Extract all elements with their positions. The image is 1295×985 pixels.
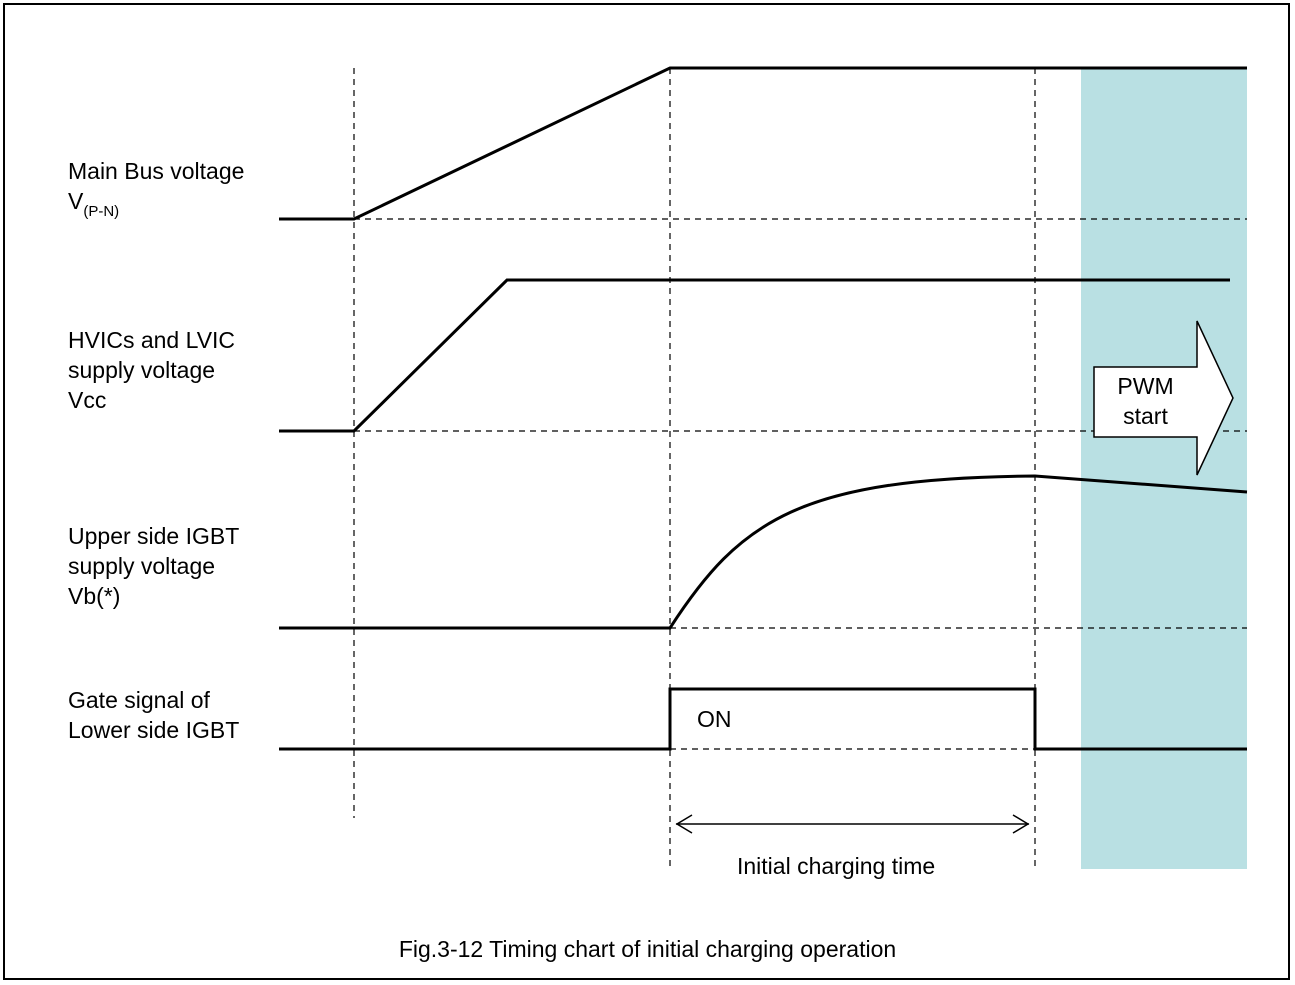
label-vb: Upper side IGBT supply voltage Vb(*) xyxy=(68,523,240,609)
waveform-main-bus-voltage xyxy=(279,66,1247,221)
label-main-bus-voltage: Main Bus voltage V(P-N) xyxy=(68,158,245,220)
charging-time-label: Initial charging time xyxy=(737,853,936,879)
figure-frame xyxy=(3,3,1290,980)
charging-time-dimension xyxy=(675,814,1030,834)
pwm-region xyxy=(1081,68,1247,869)
pwm-start-arrow xyxy=(1093,320,1234,476)
label-gate-signal: Gate signal of Lower side IGBT xyxy=(68,687,240,743)
waveform-vb xyxy=(279,474,1248,630)
waveform-gate-signal xyxy=(279,687,1247,751)
gate-on-label: ON xyxy=(697,706,732,732)
pwm-start-label: PWM start xyxy=(1117,373,1174,429)
label-vcc: HVICs and LVIC supply voltage Vcc xyxy=(68,327,236,413)
figure-caption: Fig.3-12 Timing chart of initial chargin… xyxy=(398,936,897,962)
waveform-vcc xyxy=(279,278,1230,433)
